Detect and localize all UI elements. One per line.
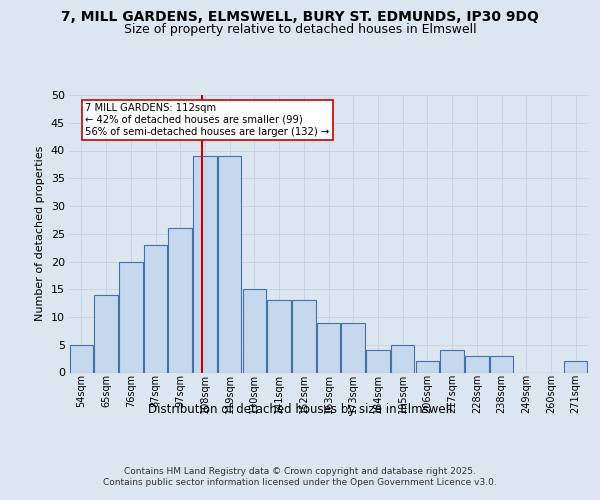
- Text: 7 MILL GARDENS: 112sqm
← 42% of detached houses are smaller (99)
56% of semi-det: 7 MILL GARDENS: 112sqm ← 42% of detached…: [85, 104, 329, 136]
- Bar: [268, 300, 291, 372]
- Bar: [341, 322, 365, 372]
- Bar: [440, 350, 464, 372]
- Bar: [366, 350, 389, 372]
- Text: Distribution of detached houses by size in Elmswell: Distribution of detached houses by size …: [148, 402, 452, 415]
- Text: Contains HM Land Registry data © Crown copyright and database right 2025.
Contai: Contains HM Land Registry data © Crown c…: [103, 468, 497, 487]
- Bar: [416, 362, 439, 372]
- Text: Size of property relative to detached houses in Elmswell: Size of property relative to detached ho…: [124, 22, 476, 36]
- Bar: [292, 300, 316, 372]
- Bar: [317, 322, 340, 372]
- Text: 7, MILL GARDENS, ELMSWELL, BURY ST. EDMUNDS, IP30 9DQ: 7, MILL GARDENS, ELMSWELL, BURY ST. EDMU…: [61, 10, 539, 24]
- Bar: [218, 156, 241, 372]
- Bar: [242, 289, 266, 372]
- Y-axis label: Number of detached properties: Number of detached properties: [35, 146, 45, 322]
- Bar: [94, 295, 118, 372]
- Bar: [391, 345, 415, 372]
- Bar: [193, 156, 217, 372]
- Bar: [465, 356, 488, 372]
- Bar: [564, 362, 587, 372]
- Bar: [490, 356, 513, 372]
- Bar: [169, 228, 192, 372]
- Bar: [70, 345, 93, 372]
- Bar: [119, 262, 143, 372]
- Bar: [144, 245, 167, 372]
